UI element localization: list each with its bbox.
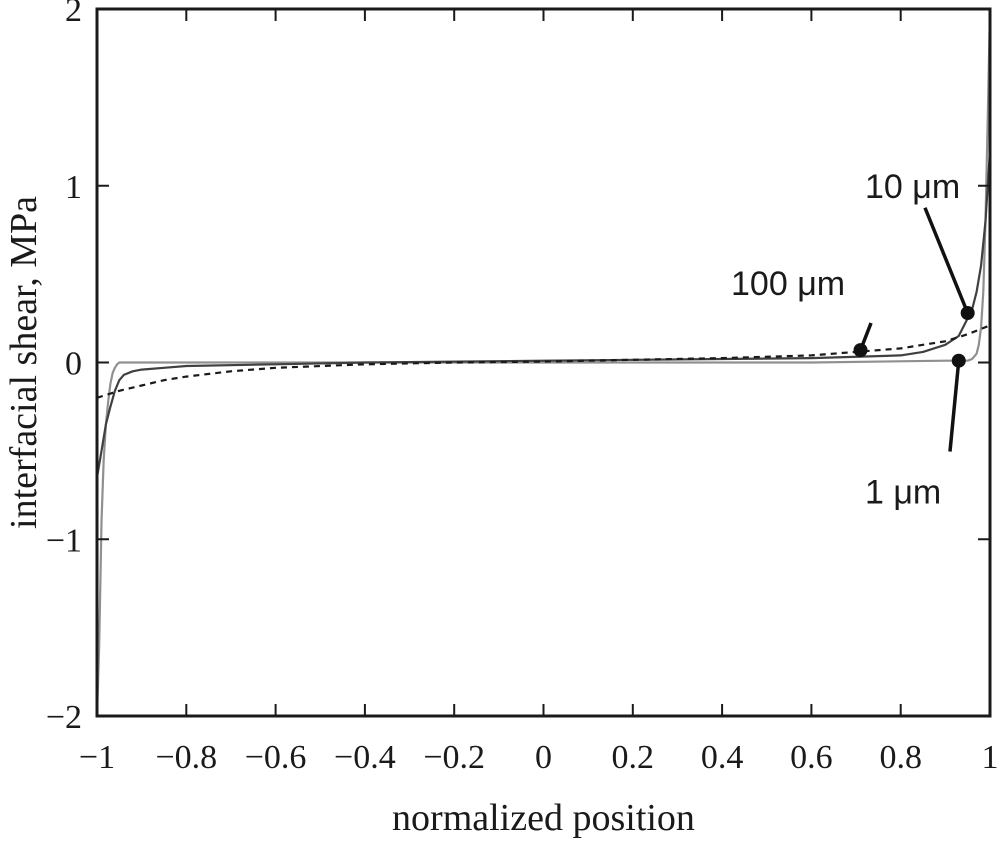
annotation-dot-2 [951,353,966,368]
y-axis-title: interfacial shear, MPa [3,196,45,529]
annotation-label-1: 100 μm [731,265,845,303]
x-tick-label: 0.6 [790,739,833,776]
y-tick-label: −1 [46,522,82,559]
x-tick-label: −0.2 [423,739,485,776]
annotation-leader-2 [948,360,961,452]
annotation-label-0: 10 μm [865,168,960,206]
x-tick-label: 0.8 [879,739,922,776]
x-tick-label: −1 [79,739,115,776]
x-tick-label: −0.8 [155,739,217,776]
y-tick-label: 0 [65,346,82,383]
annotation-layer: 10 μm 100 μm 1 μm [731,168,975,512]
x-tick-label: 0.2 [612,739,655,776]
annotation-leader-0 [923,207,970,314]
x-tick-label: 0 [535,739,552,776]
series-layer [95,8,992,717]
annotation-dot-1 [853,343,868,358]
x-tick-label: −0.6 [245,739,307,776]
y-tick-label: 2 [65,0,82,29]
series-line-1 [95,150,992,478]
y-tick-label: −2 [46,699,82,736]
x-tick-label: 0.4 [701,739,744,776]
x-axis-title: normalized position [392,797,695,839]
annotation-dot-0 [960,306,975,321]
annotation-label-2: 1 μm [865,474,941,512]
y-tick-label: 1 [65,169,82,206]
series-line-0 [95,8,992,717]
series-line-2 [96,324,991,399]
x-tick-label: 1 [982,739,999,776]
x-tick-label: −0.4 [334,739,396,776]
